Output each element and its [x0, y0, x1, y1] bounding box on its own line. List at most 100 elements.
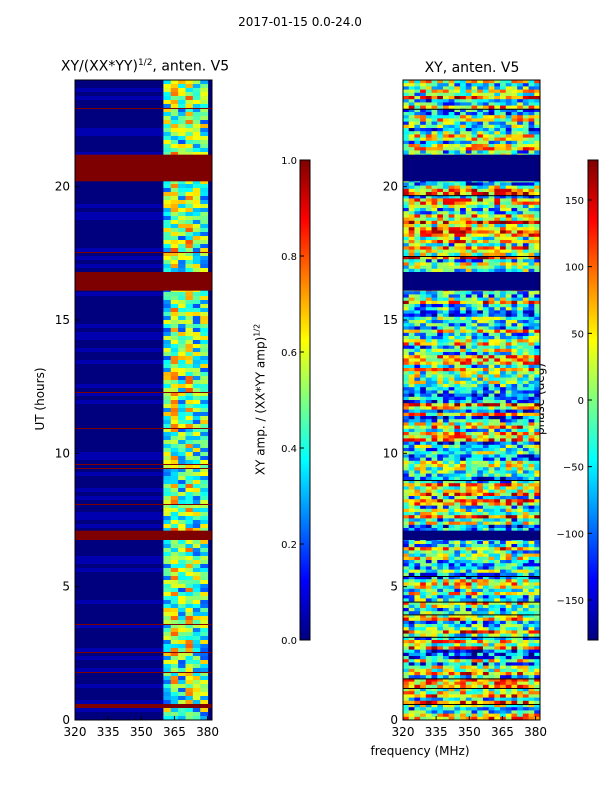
- phase-cell: [425, 313, 433, 318]
- phase-cell: [431, 544, 438, 548]
- phase-cell: [471, 300, 478, 305]
- phase-cell: [528, 582, 535, 587]
- amp-cell: [200, 492, 209, 497]
- phase-cell: [437, 419, 444, 423]
- amp-cell: [178, 312, 186, 317]
- phase-cell: [511, 86, 518, 91]
- phase-cell: [448, 188, 455, 193]
- amp-cell: [192, 628, 201, 633]
- phase-cell: [522, 256, 530, 260]
- phase-cell: [522, 489, 530, 494]
- phase-cell: [465, 435, 472, 439]
- phase-cell: [517, 505, 524, 510]
- phase-cell: [482, 259, 490, 263]
- amp-cell: [163, 120, 172, 125]
- amp-cell: [185, 316, 194, 321]
- amp-cell: [178, 568, 186, 573]
- phase-cell: [420, 476, 427, 481]
- phase-cell: [500, 444, 507, 449]
- amp-cell: [200, 432, 209, 437]
- amp-cell: [170, 296, 179, 301]
- phase-cell: [425, 441, 433, 446]
- phase-cell: [488, 566, 495, 571]
- amp-cell: [185, 396, 194, 401]
- amp-cell: [170, 452, 179, 457]
- phase-cell: [425, 505, 433, 510]
- phase-cell: [420, 585, 427, 590]
- amp-cell: [75, 556, 164, 560]
- phase-cell: [517, 124, 524, 129]
- phase-cell: [408, 412, 415, 417]
- phase-cell: [500, 137, 507, 142]
- phase-cell: [494, 121, 501, 126]
- phase-cell: [442, 432, 450, 436]
- phase-cell: [528, 412, 535, 417]
- phase-cell: [511, 224, 518, 228]
- phase-cell: [465, 601, 472, 606]
- phase-cell: [465, 345, 472, 350]
- phase-cell: [511, 396, 518, 401]
- phase-cell: [437, 185, 444, 190]
- phase-cell: [500, 454, 507, 459]
- phase-cell: [505, 265, 512, 270]
- amp-cell: [170, 448, 179, 453]
- phase-cell: [437, 307, 444, 311]
- amp-cell: [192, 512, 201, 517]
- phase-cell: [471, 83, 478, 87]
- phase-cell: [522, 121, 530, 126]
- phase-cell: [505, 262, 512, 267]
- amp-cell: [192, 544, 201, 549]
- phase-cell: [408, 307, 415, 311]
- phase-cell: [488, 499, 495, 503]
- phase-cell: [403, 105, 410, 110]
- phase-cell: [460, 118, 467, 123]
- amp-cell: [163, 320, 172, 325]
- amp-cell: [185, 464, 194, 469]
- phase-cell: [465, 112, 472, 116]
- phase-cell: [517, 512, 524, 516]
- phase-cell: [505, 492, 512, 497]
- phase-cell: [471, 105, 478, 110]
- phase-cell: [465, 185, 472, 190]
- amp-cell: [200, 216, 209, 221]
- amp-cell: [192, 476, 201, 481]
- phase-cell: [442, 220, 450, 225]
- phase-cell: [471, 240, 478, 244]
- phase-cell: [528, 441, 535, 446]
- phase-cell: [488, 371, 495, 375]
- phase-cell: [437, 355, 444, 359]
- phase-cell: [442, 505, 450, 510]
- phase-cell: [522, 540, 530, 545]
- phase-cell: [494, 556, 501, 561]
- amp-cell: [192, 572, 201, 577]
- phase-cell: [437, 246, 444, 251]
- amp-cell: [75, 700, 164, 704]
- phase-cell: [528, 105, 535, 110]
- phase-cell: [425, 96, 433, 100]
- phase-cell: [460, 604, 467, 609]
- phase-cell: [425, 342, 433, 347]
- amp-cell: [178, 664, 186, 669]
- phase-cell: [528, 518, 535, 523]
- amp-cell: [185, 424, 194, 429]
- amp-cell: [200, 224, 209, 229]
- amp-cell: [200, 616, 209, 621]
- phase-cell: [482, 560, 490, 564]
- amp-cell: [170, 220, 179, 225]
- phase-cell: [528, 336, 535, 340]
- phase-cell: [500, 553, 507, 558]
- amp-cell: [178, 516, 186, 521]
- phase-cell: [471, 320, 478, 324]
- phase-cell: [425, 268, 433, 273]
- phase-cell: [494, 246, 501, 251]
- phase-cell: [420, 566, 427, 571]
- phase-cell: [431, 380, 438, 385]
- phase-cell: [517, 569, 524, 574]
- phase-cell: [437, 467, 444, 471]
- phase-cell: [414, 83, 421, 87]
- phase-cell: [522, 211, 530, 215]
- phase-cell: [403, 409, 410, 414]
- phase-cell: [437, 198, 444, 203]
- amp-cell: [178, 356, 186, 361]
- phase-cell: [414, 371, 421, 375]
